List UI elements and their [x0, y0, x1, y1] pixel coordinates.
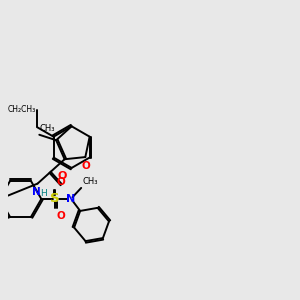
Text: CH₂CH₃: CH₂CH₃ — [8, 105, 36, 114]
Text: N: N — [65, 194, 75, 204]
Text: N: N — [32, 188, 41, 197]
Text: O: O — [57, 171, 67, 181]
Text: CH₃: CH₃ — [40, 124, 56, 133]
Text: O: O — [56, 177, 65, 188]
Text: O: O — [56, 211, 65, 220]
Text: O: O — [81, 160, 90, 170]
Text: H: H — [40, 189, 47, 198]
Text: S: S — [50, 193, 60, 206]
Text: CH₃: CH₃ — [82, 178, 98, 187]
